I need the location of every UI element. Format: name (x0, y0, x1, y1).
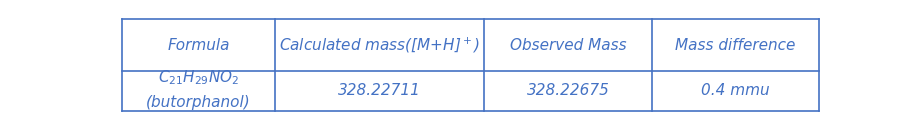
Text: Formula: Formula (167, 38, 230, 53)
Text: 328.22711: 328.22711 (339, 83, 421, 98)
Text: Mass difference: Mass difference (676, 38, 796, 53)
Text: (butorphanol): (butorphanol) (146, 95, 251, 110)
Text: 328.22675: 328.22675 (527, 83, 610, 98)
Text: Calculated mass([M+H]$^+$): Calculated mass([M+H]$^+$) (279, 36, 480, 55)
Text: $C_{21}H_{29}NO_2$: $C_{21}H_{29}NO_2$ (158, 69, 239, 87)
Text: Observed Mass: Observed Mass (509, 38, 626, 53)
Text: 0.4 mmu: 0.4 mmu (701, 83, 769, 98)
